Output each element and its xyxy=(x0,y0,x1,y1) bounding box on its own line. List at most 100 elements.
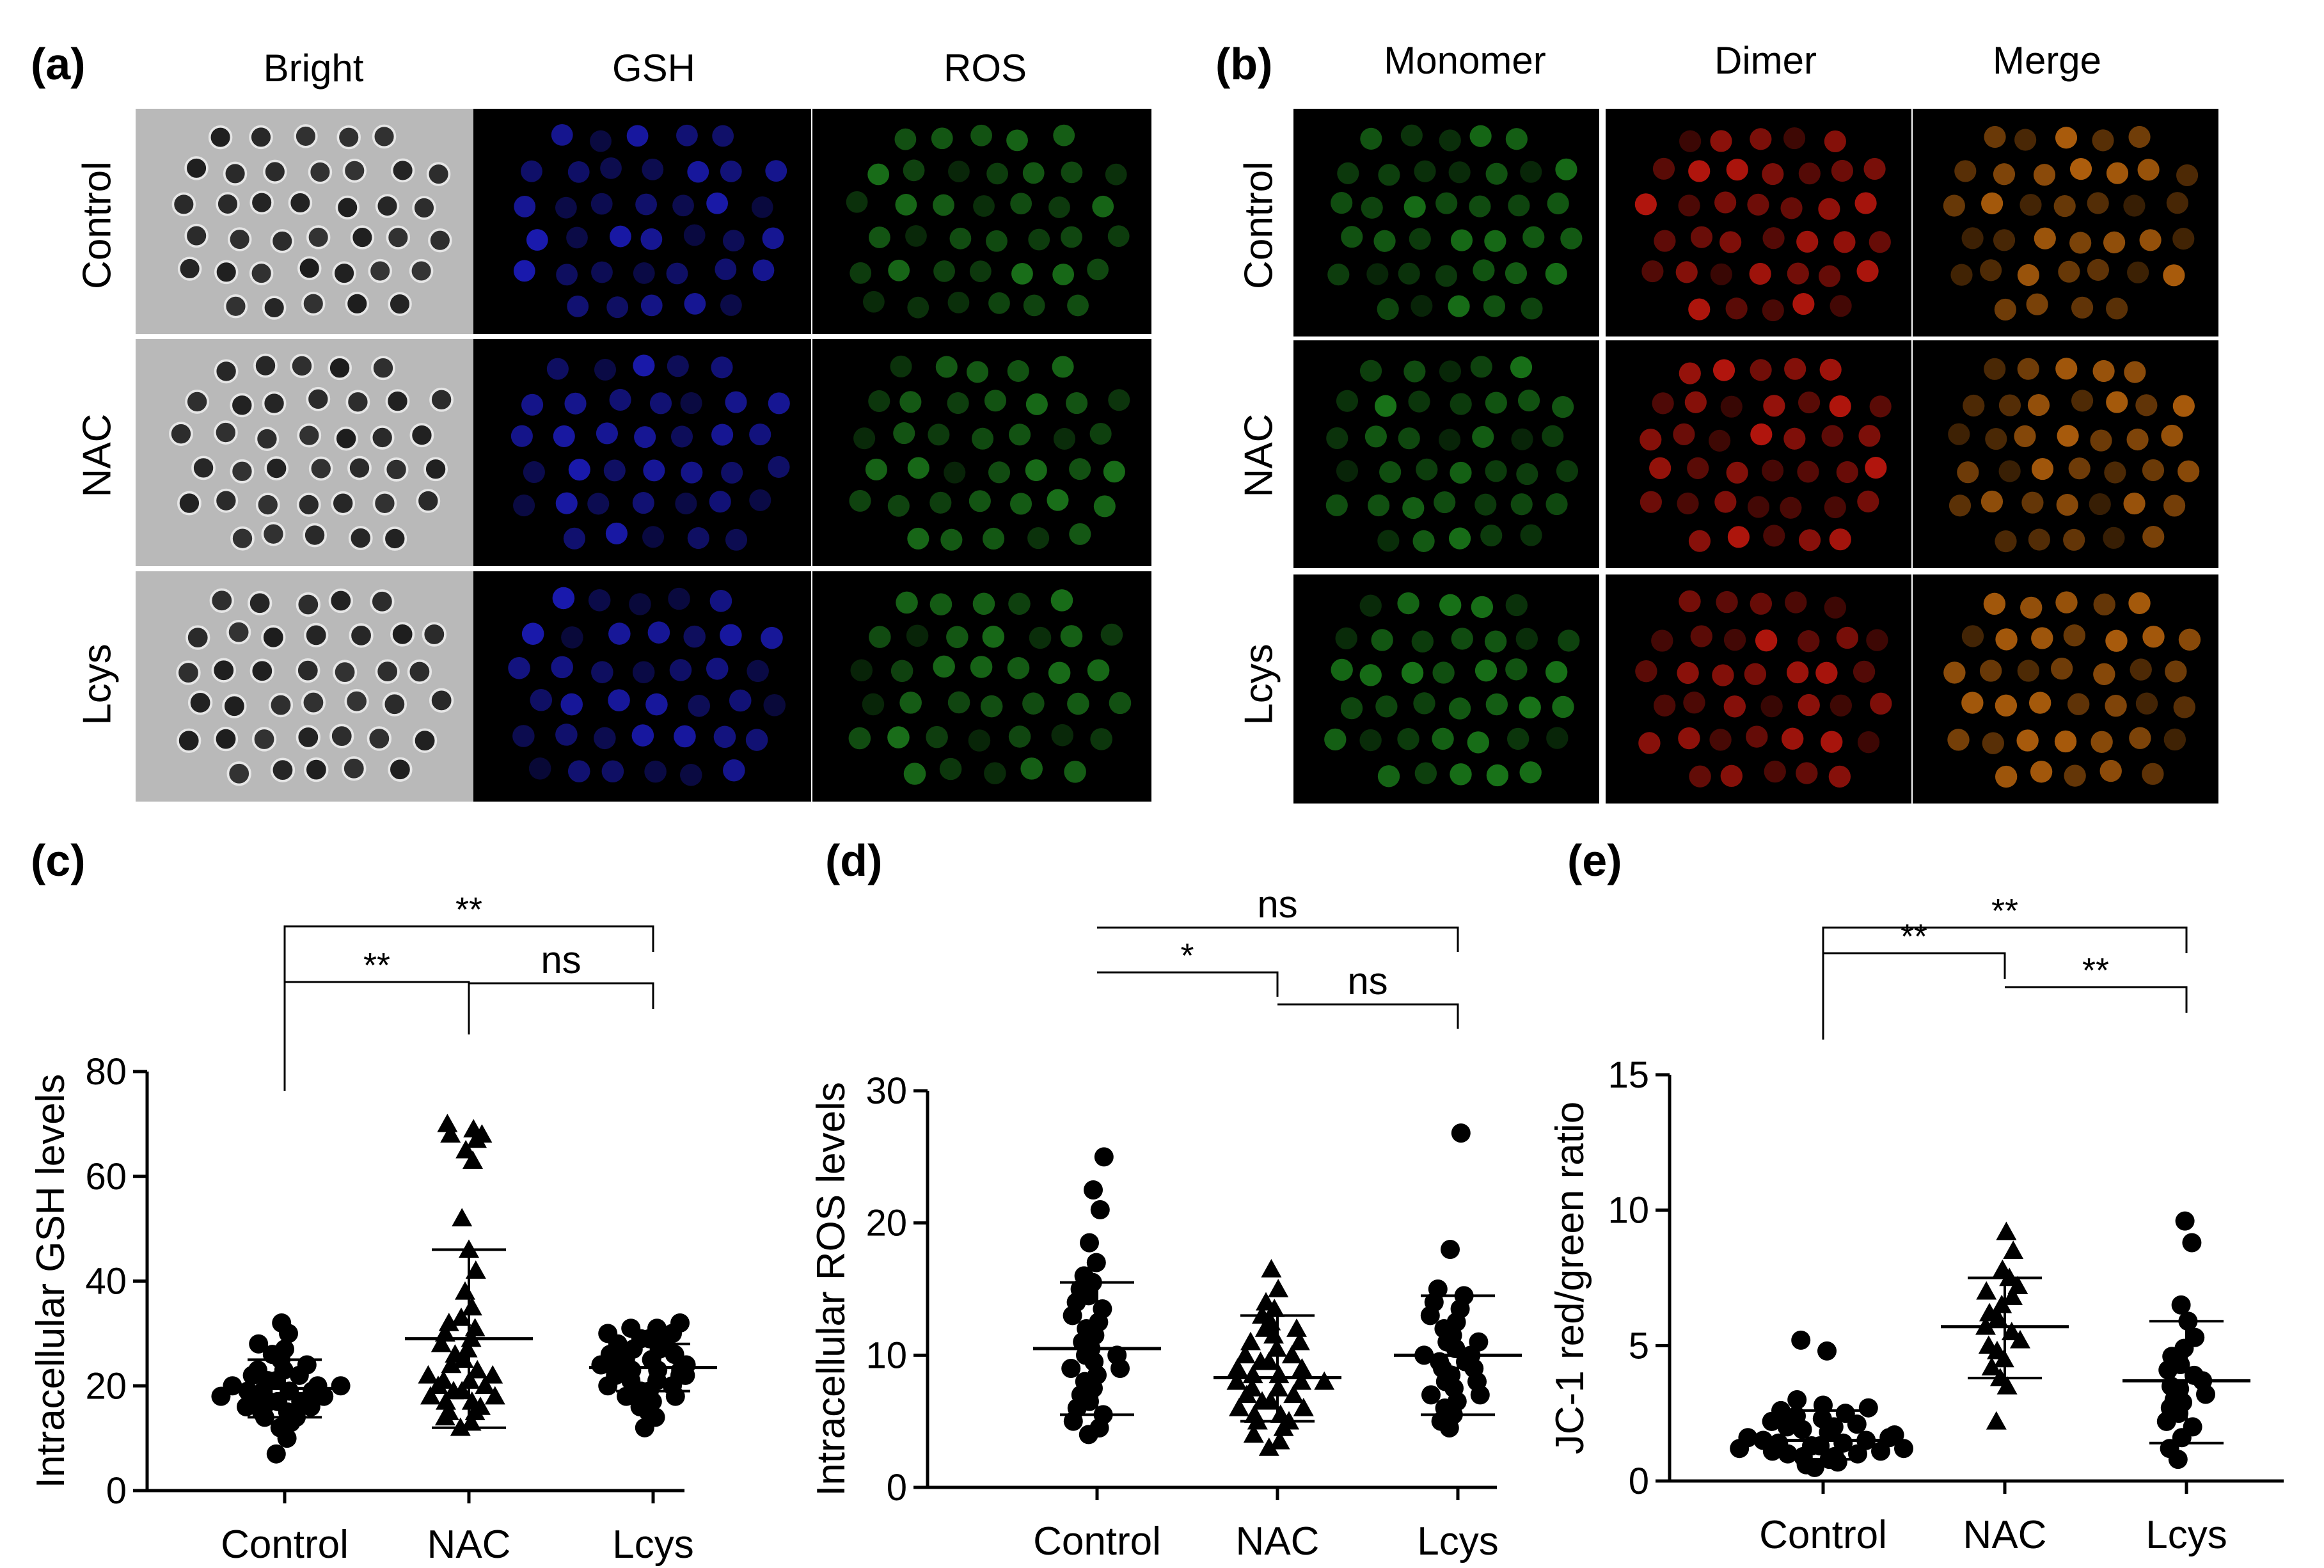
oocyte-cell xyxy=(1331,658,1353,681)
oocyte-cell xyxy=(2020,596,2043,619)
c-point-control xyxy=(238,1381,258,1401)
oocyte-cell xyxy=(2091,731,2113,753)
e-point-lcys xyxy=(2185,1327,2205,1347)
ros-scatter-plot: 0 10 20 30 Intracellular ROS levels Control NA… xyxy=(809,883,1522,1564)
oocyte-cell xyxy=(988,292,1010,314)
c-point-nac xyxy=(420,1386,441,1405)
oocyte-cell xyxy=(983,527,1005,550)
oocyte-cell xyxy=(1373,230,1396,252)
oocyte-cell xyxy=(590,130,612,152)
oocyte-cell xyxy=(1009,493,1032,515)
e-point-control xyxy=(1817,1341,1837,1361)
oocyte-cell xyxy=(1089,422,1112,445)
oocyte-cell xyxy=(712,125,734,147)
oocyte-cell xyxy=(1340,697,1363,720)
oocyte-cell xyxy=(1432,661,1455,684)
oocyte-cell xyxy=(566,226,588,249)
oocyte-cell xyxy=(1025,459,1047,482)
oocyte-cell xyxy=(1723,695,1746,718)
oocyte-cell xyxy=(551,123,573,146)
oocyte-cell xyxy=(594,727,616,750)
oocyte-cell xyxy=(907,296,929,319)
panel-b-letter: (b) xyxy=(1215,39,1273,89)
oocyte-cell xyxy=(869,626,891,648)
oocyte-cell xyxy=(723,759,745,782)
d-point-nac xyxy=(1283,1384,1304,1404)
oocyte-cell xyxy=(747,660,769,683)
c-point-lcys xyxy=(647,1319,667,1338)
oocyte-cell xyxy=(846,191,868,213)
oocyte-cell xyxy=(642,158,664,180)
c-point-control xyxy=(223,1376,242,1396)
oocyte-cell xyxy=(1688,530,1711,552)
c-point-nac xyxy=(463,1119,484,1137)
oocyte-cell xyxy=(1995,765,2018,788)
oocyte-cell xyxy=(1469,195,1491,218)
oocyte-cell xyxy=(1798,391,1821,414)
oocyte-cell xyxy=(2087,258,2109,281)
c-point-nac xyxy=(484,1386,505,1405)
oocyte-cell xyxy=(1854,192,1877,214)
oocyte-cell xyxy=(2063,528,2085,551)
c-point-nac xyxy=(451,1307,471,1326)
oocyte-cell xyxy=(1869,231,1891,253)
c-point-nac xyxy=(441,1354,462,1374)
e-point-nac xyxy=(1976,1281,1997,1300)
oocyte-cell xyxy=(972,427,994,450)
oocyte-cell xyxy=(1950,264,1973,286)
d-point-nac xyxy=(1314,1371,1335,1390)
e-point-control xyxy=(1771,1400,1790,1420)
panel-b-image-r0-c1 xyxy=(1606,109,1911,337)
oocyte-cell xyxy=(249,190,274,215)
oocyte-cell xyxy=(1516,463,1538,486)
oocyte-cell xyxy=(226,619,251,645)
oocyte-cell xyxy=(1710,130,1732,152)
oocyte-cell xyxy=(426,162,451,186)
oocyte-cell xyxy=(1787,661,1809,684)
oocyte-cell xyxy=(407,659,432,685)
oocyte-cell xyxy=(2087,192,2109,214)
oocyte-cell xyxy=(1749,262,1771,285)
d-xtick-label: Control xyxy=(1033,1519,1161,1564)
e-ytick-label: 0 xyxy=(1629,1461,1649,1502)
e-point-nac xyxy=(1987,1340,2007,1359)
oocyte-cell xyxy=(1023,294,1045,317)
oocyte-cell xyxy=(2055,591,2078,614)
oocyte-cell xyxy=(227,227,252,251)
oocyte-cell xyxy=(1638,732,1661,754)
oocyte-cell xyxy=(887,495,910,517)
oocyte-cell xyxy=(1830,694,1853,717)
c-xtick-label: Lcys xyxy=(612,1523,693,1567)
oocyte-cell xyxy=(1409,228,1431,250)
oocyte-cell xyxy=(850,262,872,284)
panel-a-row-control: Control xyxy=(75,161,120,289)
d-point-nac xyxy=(1286,1319,1307,1337)
oocyte-cell xyxy=(1677,492,1699,515)
oocyte-cell xyxy=(1678,727,1700,750)
c-point-nac xyxy=(437,1113,458,1132)
oocyte-cell xyxy=(2089,493,2111,516)
oocyte-cell xyxy=(388,757,413,782)
c-ytick-label: 20 xyxy=(85,1365,127,1407)
panel-a-row-nac: NAC xyxy=(75,413,120,498)
oocyte-cell xyxy=(2071,390,2094,412)
oocyte-cell xyxy=(1474,493,1497,516)
c-ytick-label: 0 xyxy=(106,1470,127,1512)
oocyte-cell xyxy=(268,692,294,718)
c-point-nac xyxy=(457,1338,478,1358)
oocyte-cell xyxy=(1029,626,1052,649)
oocyte-cell xyxy=(1435,192,1458,214)
oocyte-cell xyxy=(1048,661,1071,685)
oocyte-cell xyxy=(668,587,690,610)
oocyte-cell xyxy=(1865,457,1887,479)
oocyte-cell xyxy=(667,355,689,377)
oocyte-cell xyxy=(1687,457,1709,479)
oocyte-cell xyxy=(1821,425,1844,447)
oocyte-cell xyxy=(296,492,321,517)
oocyte-cell xyxy=(1725,297,1748,320)
oocyte-cell xyxy=(2099,759,2122,782)
oocyte-cell xyxy=(1784,358,1806,380)
oocyte-cell xyxy=(334,426,359,451)
oocyte-cell xyxy=(331,491,356,516)
oocyte-cell xyxy=(344,688,369,714)
